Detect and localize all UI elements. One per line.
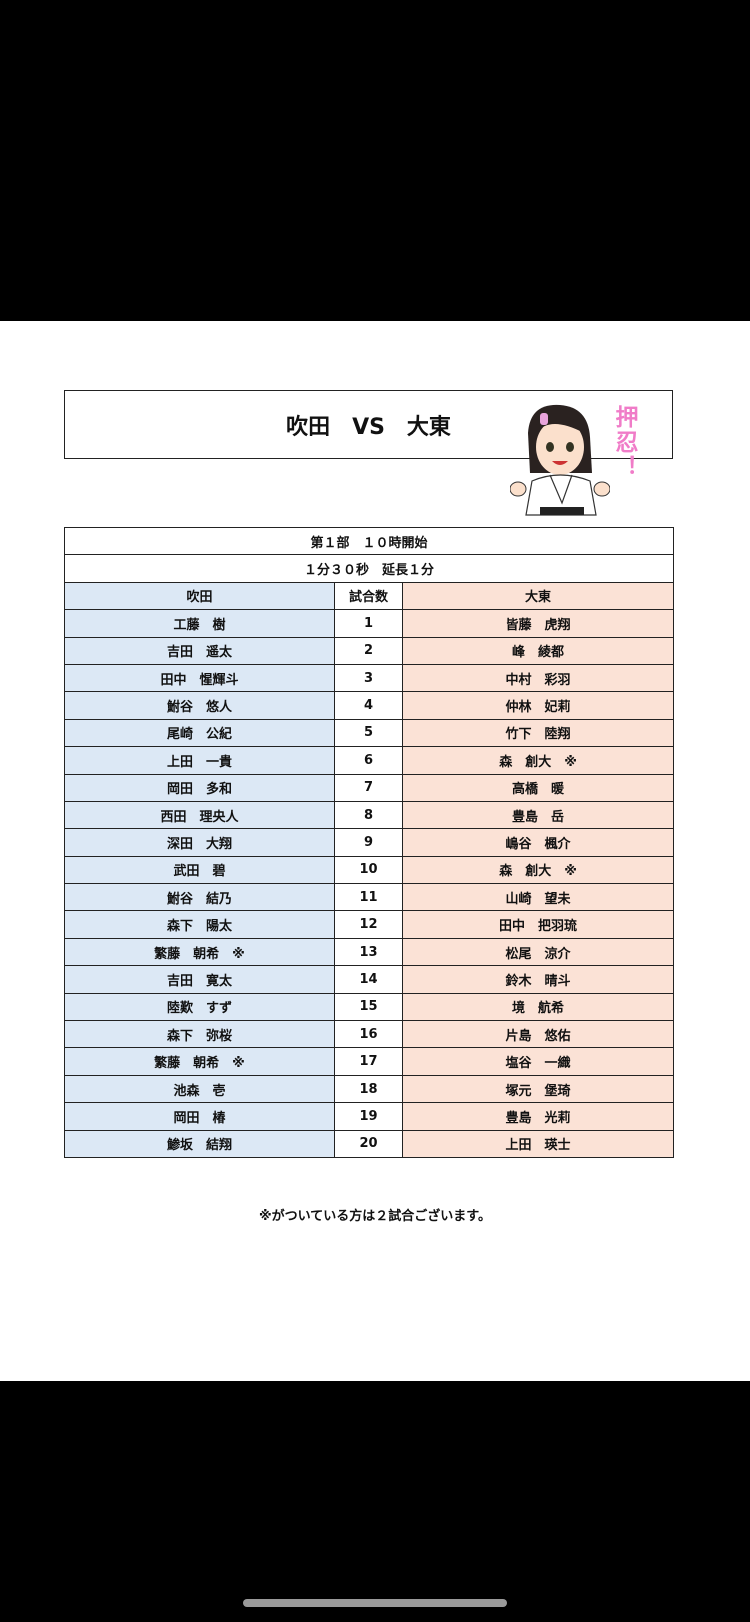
table-row: 繁藤 朝希 ※ 17 塩谷 一織 — [64, 1047, 675, 1076]
right-player: 皆藤 虎翔 — [401, 609, 675, 638]
match-table: 第１部 １０時開始 １分３０秒 延長１分 吹田 試合数 大東 工藤 樹 1 皆藤 虎… — [63, 526, 675, 1158]
left-player: 尾崎 公紀 — [64, 718, 335, 748]
right-player: 森 創大 ※ — [401, 855, 675, 885]
right-player: 松尾 涼介 — [401, 937, 675, 967]
left-player: 繁藤 朝希 ※ — [64, 1047, 335, 1076]
match-number: 15 — [334, 992, 403, 1022]
match-number: 20 — [334, 1129, 403, 1158]
right-player: 峰 綾都 — [401, 636, 675, 665]
table-row: 吉田 遥太 2 峰 綾都 — [64, 636, 675, 665]
home-indicator[interactable] — [243, 1599, 507, 1607]
table-row: 鮒谷 結乃 11 山崎 望未 — [64, 883, 675, 912]
match-number: 9 — [334, 828, 403, 857]
left-player: 田中 惺輝斗 — [64, 663, 335, 693]
match-number: 4 — [334, 691, 403, 720]
right-player: 田中 把羽琉 — [401, 910, 675, 939]
table-row: 岡田 椿 19 豊島 光莉 — [64, 1102, 675, 1131]
match-number: 16 — [334, 1020, 403, 1049]
table-row: 陸歎 すず 15 境 航希 — [64, 992, 675, 1022]
match-number: 14 — [334, 965, 403, 994]
table-row: 池森 壱 18 塚元 堡琦 — [64, 1074, 675, 1104]
right-player: 片島 悠佑 — [401, 1020, 675, 1049]
match-number: 5 — [334, 718, 403, 748]
header-row: 吹田 試合数 大東 — [64, 581, 675, 611]
match-number: 17 — [334, 1047, 403, 1076]
left-player: 工藤 樹 — [64, 609, 335, 638]
left-player: 西田 理央人 — [64, 800, 335, 830]
left-player: 鮒谷 結乃 — [64, 883, 335, 912]
duration-info: １分３０秒 延長１分 — [63, 554, 675, 583]
right-player: 仲林 妃莉 — [401, 691, 675, 720]
match-number: 8 — [334, 800, 403, 830]
match-number: 11 — [334, 883, 403, 912]
match-title: 吹田 VS 大東 — [286, 415, 451, 440]
bottom-black-bar — [0, 1381, 750, 1622]
table-row: 森下 弥桜 16 片島 悠佑 — [64, 1020, 675, 1049]
left-player: 岡田 多和 — [64, 773, 335, 802]
right-player: 嶋谷 楓介 — [401, 828, 675, 857]
left-player: 森下 陽太 — [64, 910, 335, 939]
match-number: 10 — [334, 855, 403, 885]
header-left-team: 吹田 — [64, 581, 335, 611]
table-row: 鯵坂 結翔 20 上田 瑛士 — [64, 1129, 675, 1158]
right-player: 豊島 岳 — [401, 800, 675, 830]
left-player: 吉田 遥太 — [64, 636, 335, 665]
right-player: 塚元 堡琦 — [401, 1074, 675, 1104]
header-match-count: 試合数 — [334, 581, 403, 611]
left-player: 鮒谷 悠人 — [64, 691, 335, 720]
table-row: 西田 理央人 8 豊島 岳 — [64, 800, 675, 830]
table-row: 鮒谷 悠人 4 仲林 妃莉 — [64, 691, 675, 720]
match-number: 6 — [334, 746, 403, 775]
right-player: 高橋 暖 — [401, 773, 675, 802]
table-row: 繁藤 朝希 ※ 13 松尾 涼介 — [64, 937, 675, 967]
table-row: 田中 惺輝斗 3 中村 彩羽 — [64, 663, 675, 693]
match-number: 2 — [334, 636, 403, 665]
right-player: 森 創大 ※ — [401, 746, 675, 775]
header-right-team: 大東 — [401, 581, 675, 611]
table-row: 森下 陽太 12 田中 把羽琉 — [64, 910, 675, 939]
match-number: 13 — [334, 937, 403, 967]
left-player: 吉田 寛太 — [64, 965, 335, 994]
right-player: 中村 彩羽 — [401, 663, 675, 693]
match-number: 3 — [334, 663, 403, 693]
match-number: 7 — [334, 773, 403, 802]
mascot-illustration — [510, 404, 610, 516]
right-player: 境 航希 — [401, 992, 675, 1022]
table-row: 武田 碧 10 森 創大 ※ — [64, 855, 675, 885]
left-player: 鯵坂 結翔 — [64, 1129, 335, 1158]
left-player: 深田 大翔 — [64, 828, 335, 857]
match-number: 12 — [334, 910, 403, 939]
right-player: 鈴木 晴斗 — [401, 965, 675, 994]
match-number: 19 — [334, 1102, 403, 1131]
match-number: 1 — [334, 609, 403, 638]
left-player: 陸歎 すず — [64, 992, 335, 1022]
left-player: 上田 一貴 — [64, 746, 335, 775]
table-row: 工藤 樹 1 皆藤 虎翔 — [64, 609, 675, 638]
left-player: 武田 碧 — [64, 855, 335, 885]
left-player: 繁藤 朝希 ※ — [64, 937, 335, 967]
left-player: 岡田 椿 — [64, 1102, 335, 1131]
top-black-bar — [0, 0, 750, 321]
left-player: 森下 弥桜 — [64, 1020, 335, 1049]
right-player: 山崎 望未 — [401, 883, 675, 912]
match-number: 18 — [334, 1074, 403, 1104]
table-row: 岡田 多和 7 高橋 暖 — [64, 773, 675, 802]
footnote: ※がついている方は２試合ございます。 — [259, 1209, 491, 1224]
right-player: 豊島 光莉 — [401, 1102, 675, 1131]
table-row: 深田 大翔 9 嶋谷 楓介 — [64, 828, 675, 857]
right-player: 竹下 陸翔 — [401, 718, 675, 748]
right-player: 上田 瑛士 — [401, 1129, 675, 1158]
left-player: 池森 壱 — [64, 1074, 335, 1104]
right-player: 塩谷 一織 — [401, 1047, 675, 1076]
mascot-speech-text: 押忍！ — [611, 405, 637, 480]
table-row: 吉田 寛太 14 鈴木 晴斗 — [64, 965, 675, 994]
table-row: 尾崎 公紀 5 竹下 陸翔 — [64, 718, 675, 748]
table-row: 上田 一貴 6 森 創大 ※ — [64, 746, 675, 775]
session-info: 第１部 １０時開始 — [63, 526, 675, 556]
